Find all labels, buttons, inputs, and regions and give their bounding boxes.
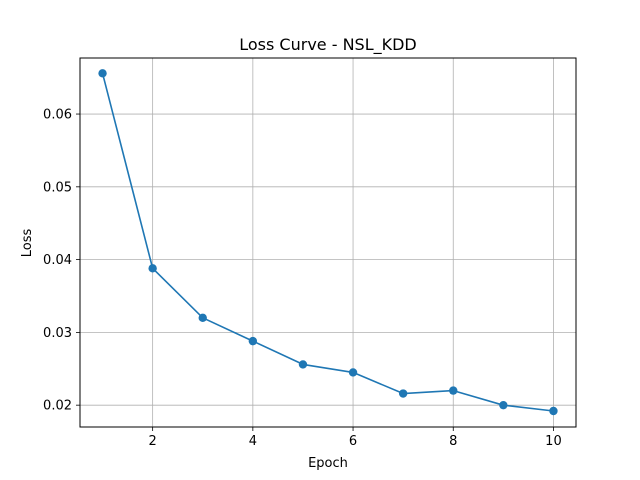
y-tick-label: 0.05 [43,180,72,195]
chart-title: Loss Curve - NSL_KDD [239,35,417,55]
data-point [449,386,458,395]
x-tick-label: 10 [545,434,562,449]
x-axis-label: Epoch [308,456,348,471]
data-point [499,400,508,410]
plot-frame [79,57,577,428]
data-point [298,360,308,369]
y-tick-label: 0.04 [43,253,72,268]
y-tick-label: 0.06 [43,108,72,123]
data-point [348,368,358,377]
x-tick-label: 8 [449,434,457,449]
y-tick-label: 0.02 [43,399,72,414]
grid [80,58,576,427]
data-point [248,336,258,346]
x-tick-label: 2 [149,434,157,449]
y-axis-label: Loss [20,229,35,258]
data-point [148,264,157,273]
data-point [398,389,408,398]
data-point [549,406,558,416]
data-point [198,313,207,323]
data-point [98,69,107,78]
series-line [101,73,554,412]
axis-ticks: 2 4 6 8 10 0.02 0.03 0.04 0.05 0.06 [43,108,562,449]
y-tick-label: 0.03 [43,326,72,341]
x-tick-label: 6 [349,434,357,449]
series-group [98,69,558,416]
x-tick-label: 4 [249,434,257,449]
